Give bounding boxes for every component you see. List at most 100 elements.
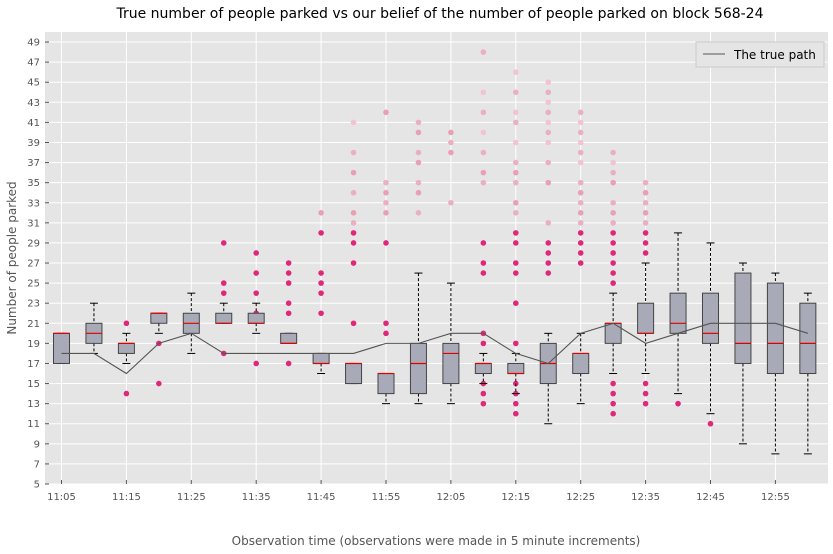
x-axis-label: Observation time (observations were made…	[232, 534, 641, 548]
outlier-point	[513, 410, 519, 417]
outlier-point	[123, 320, 130, 327]
box	[53, 332, 70, 364]
outlier-point	[513, 179, 519, 186]
outlier-point	[513, 340, 519, 347]
box	[799, 302, 817, 375]
y-tick-label: 41	[27, 118, 40, 129]
outlier-point	[577, 129, 584, 136]
x-tick-label: 11:25	[177, 492, 206, 503]
box	[702, 292, 719, 344]
outlier-point	[513, 210, 519, 216]
outlier-point	[545, 270, 552, 276]
outlier-point	[480, 109, 487, 116]
outlier-point	[545, 240, 552, 246]
outlier-point	[513, 119, 519, 126]
outlier-point	[350, 189, 357, 196]
y-axis-label: Number of people parked	[5, 181, 19, 334]
outlier-point	[480, 270, 487, 276]
outlier-point	[253, 360, 259, 367]
box	[377, 373, 395, 395]
outlier-point	[545, 89, 552, 96]
outlier-point	[675, 400, 681, 407]
x-tick-label: 11:55	[372, 492, 401, 503]
outlier-point	[448, 129, 454, 136]
x-tick-label: 12:05	[436, 492, 465, 503]
outlier-point	[253, 250, 259, 256]
outlier-point	[513, 270, 519, 276]
grid-lines	[45, 32, 828, 485]
outlier-point	[610, 220, 616, 226]
outlier-point	[480, 390, 487, 397]
y-axis: 5 7 9 11 13 15 17 19 21 23 25 27 29 31 33 35 37 39 41 43 45 4…	[27, 38, 49, 491]
y-tick-label: 45	[27, 78, 40, 89]
outlier-point	[545, 250, 552, 256]
outlier-point	[415, 149, 422, 156]
outlier-point	[480, 89, 487, 96]
box	[734, 272, 752, 364]
true-path-series	[61, 322, 809, 375]
outlier-point	[610, 380, 616, 387]
outlier-point	[350, 220, 357, 226]
outlier-point	[480, 260, 487, 266]
outlier-point	[480, 129, 487, 136]
outlier-point	[642, 179, 649, 186]
outlier-point	[350, 149, 357, 156]
x-axis: 11:05 11:15 11:25 11:35 11:45 11:55 12:05 12:15…	[47, 480, 790, 503]
outlier-point	[577, 109, 584, 116]
y-tick-label: 39	[27, 138, 40, 149]
outlier-point	[513, 89, 519, 96]
true-path-line	[61, 322, 809, 375]
outlier-point	[448, 139, 454, 146]
outlier-point	[642, 250, 649, 256]
outlier-point	[513, 169, 519, 176]
outlier-point	[642, 390, 649, 397]
outlier-point	[318, 270, 324, 276]
x-tick-label: 11:45	[307, 492, 336, 503]
x-tick-label: 11:05	[47, 492, 76, 503]
x-tick-label: 12:25	[566, 492, 595, 503]
outlier-point	[577, 139, 584, 146]
outlier-point	[350, 230, 357, 236]
outlier-point	[513, 400, 519, 407]
y-tick-label: 27	[27, 259, 40, 270]
outlier-point	[220, 280, 227, 286]
box	[474, 362, 492, 375]
outlier-point	[642, 400, 649, 407]
outlier-point	[610, 149, 616, 156]
y-tick-label: 25	[27, 279, 40, 290]
x-tick-label: 12:15	[501, 492, 530, 503]
outlier-point	[285, 280, 292, 286]
outlier-point	[577, 149, 584, 156]
outlier-point	[545, 129, 552, 136]
outlier-point	[383, 320, 389, 327]
outlier-point	[350, 210, 357, 216]
box	[442, 342, 460, 385]
outlier-point	[415, 179, 422, 186]
outlier-point	[220, 240, 227, 246]
outlier-point	[610, 390, 616, 397]
outlier-point	[610, 230, 616, 236]
y-tick-label: 5	[34, 480, 40, 491]
outlier-point	[610, 199, 616, 206]
outlier-point	[318, 210, 324, 216]
outlier-point	[318, 290, 324, 296]
box	[507, 362, 525, 375]
outlier-point	[545, 220, 552, 226]
outlier-point	[156, 380, 162, 387]
y-tick-label: 7	[34, 459, 40, 470]
y-tick-label: 35	[27, 178, 40, 189]
outlier-point	[383, 330, 389, 337]
outlier-point	[513, 300, 519, 307]
plot-area	[45, 32, 828, 484]
outlier-point	[480, 169, 487, 176]
outlier-point	[285, 260, 292, 266]
y-tick-label: 9	[34, 439, 40, 450]
y-tick-label: 19	[27, 339, 40, 350]
outlier-point	[577, 210, 584, 216]
box	[247, 312, 265, 324]
outlier-point	[577, 240, 584, 246]
outlier-point	[610, 280, 616, 286]
outlier-point	[448, 199, 454, 206]
chart-title: True number of people parked vs our beli…	[115, 6, 763, 22]
